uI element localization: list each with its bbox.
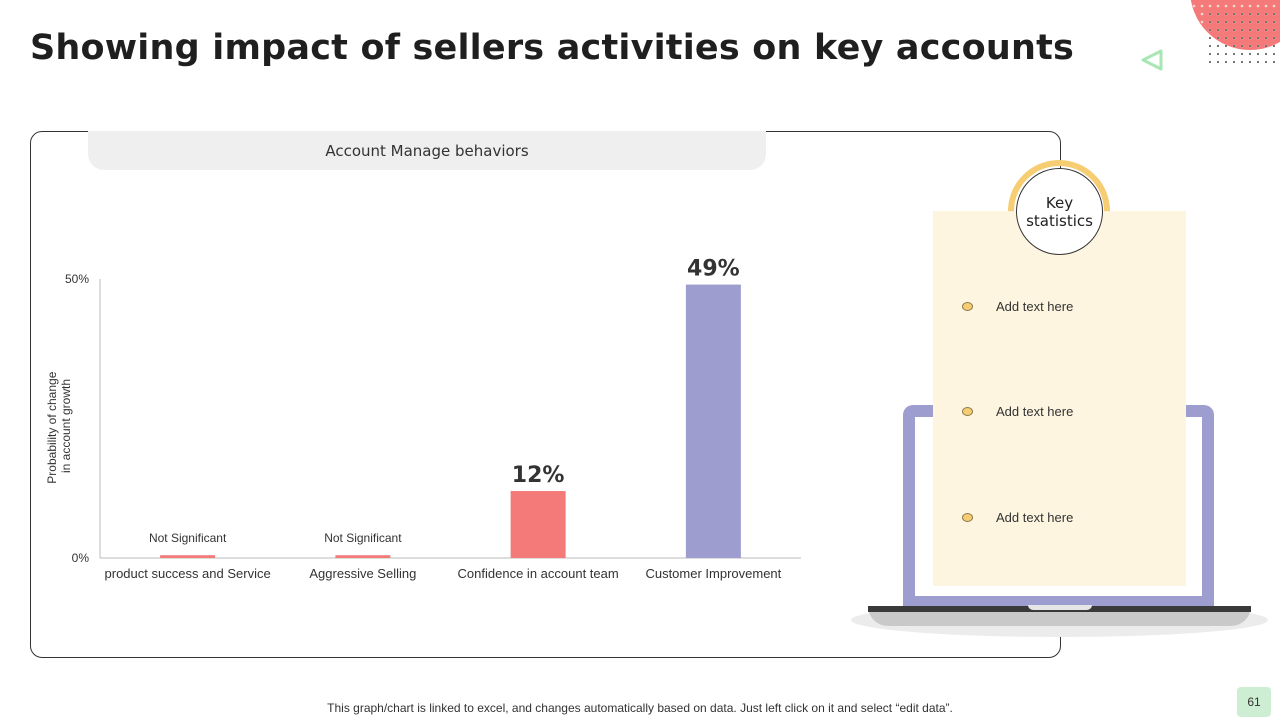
footer-note: This graph/chart is linked to excel, and… <box>327 701 953 715</box>
bar-chart[interactable]: Probability of change in account growth … <box>0 0 860 600</box>
y-tick-label: 50% <box>65 272 89 286</box>
decorative-dot-grid <box>1206 10 1276 66</box>
data-label: Not Significant <box>324 531 402 545</box>
y-axis-label-line-1: Probability of change <box>45 371 59 483</box>
x-tick-label: product success and Service <box>105 566 271 581</box>
y-axis-label: Probability of change in account growth <box>45 368 73 483</box>
stat-item-text[interactable]: Add text here <box>996 298 1074 314</box>
data-label: 12% <box>512 463 565 488</box>
stat-item: Add text here <box>962 296 1073 316</box>
bar <box>685 284 741 558</box>
chart-panel-header: Account Manage behaviors <box>88 131 766 170</box>
bullet-icon <box>962 301 973 311</box>
bar <box>510 491 566 558</box>
bullet-icon <box>962 406 973 416</box>
bar <box>335 555 391 558</box>
data-label: 49% <box>687 257 740 282</box>
y-axis-label-line-2: in account growth <box>59 379 73 473</box>
y-tick-label: 0% <box>72 551 90 565</box>
laptop-notch <box>1028 605 1092 610</box>
stat-item: Add text here <box>962 401 1073 421</box>
page-number: 61 <box>1237 687 1271 717</box>
x-tick-label: Confidence in account team <box>458 566 619 581</box>
x-tick-label: Customer Improvement <box>645 566 781 581</box>
x-tick-label: Aggressive Selling <box>309 566 416 581</box>
stat-item-text[interactable]: Add text here <box>996 403 1074 419</box>
bullet-icon <box>962 512 973 522</box>
stat-item-text[interactable]: Add text here <box>996 509 1074 525</box>
key-statistics-card <box>933 211 1186 586</box>
bar <box>160 555 216 558</box>
data-label: Not Significant <box>149 531 227 545</box>
slide-title: Showing impact of sellers activities on … <box>30 28 1075 68</box>
key-statistics-heading: Key statistics <box>1016 168 1103 255</box>
triangle-icon <box>1141 49 1163 71</box>
stat-item: Add text here <box>962 507 1073 527</box>
chart-marks: 0% 50% product success and Service Not Sign… <box>65 257 782 581</box>
